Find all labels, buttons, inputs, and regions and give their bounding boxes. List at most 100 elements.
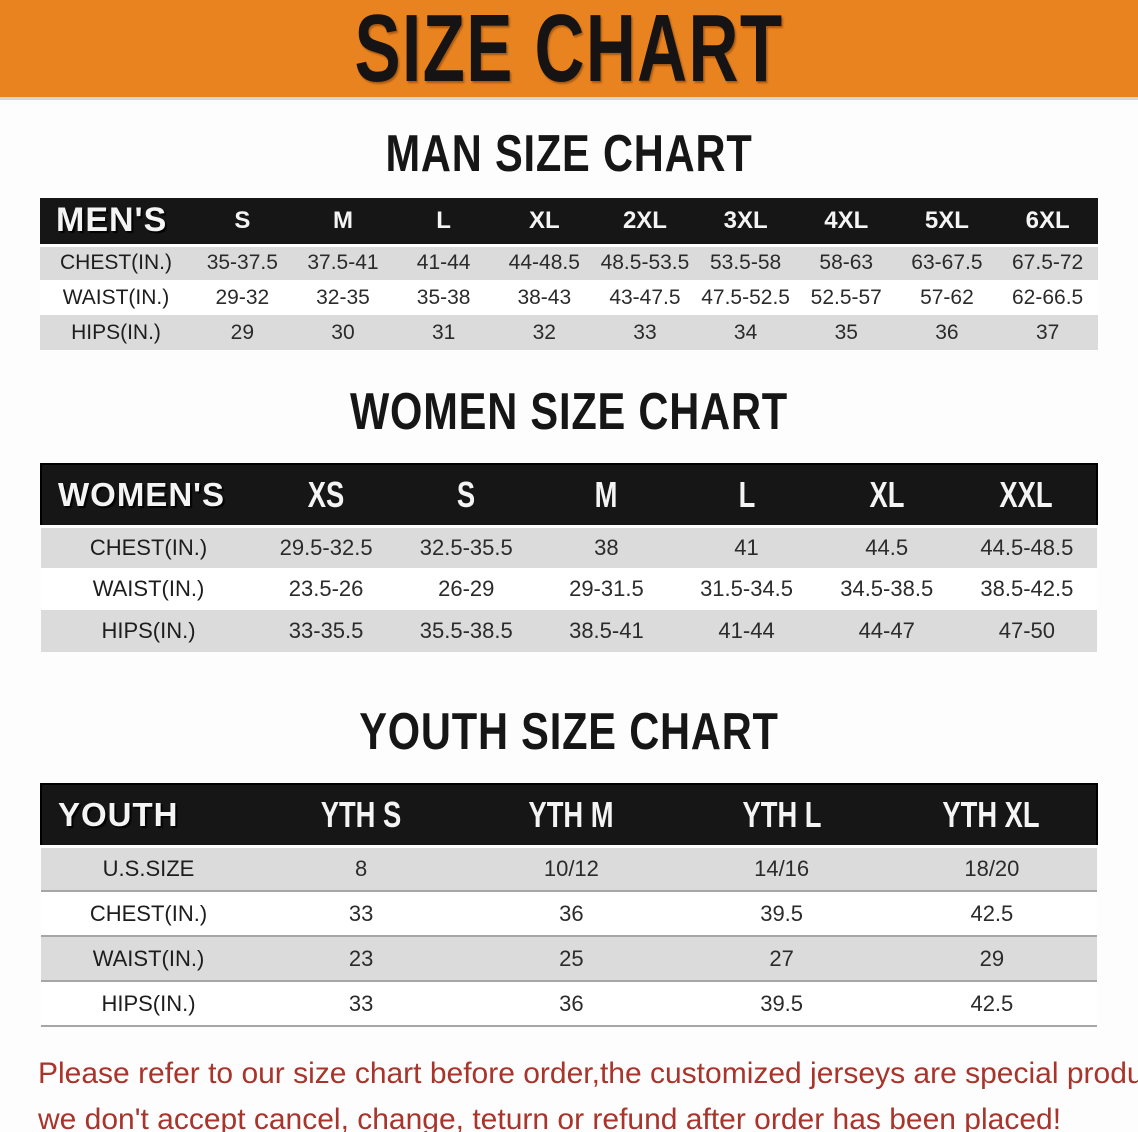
column-header-label: XS xyxy=(307,473,345,515)
column-header: XL xyxy=(816,463,957,528)
page-title: SIZE CHART xyxy=(354,0,784,100)
table-corner-label: YOUTH xyxy=(40,783,256,848)
column-header: L xyxy=(393,198,494,247)
size-value: 44.5-48.5 xyxy=(980,534,1074,560)
section-women-size-chart: WOMEN SIZE CHART WOMEN'S XS S M L XL XXL CHEST(I… xyxy=(0,383,1138,652)
size-value: 38.5-42.5 xyxy=(980,576,1074,601)
size-value: 33 xyxy=(256,891,467,937)
size-value: 23.5-26 xyxy=(288,576,364,601)
column-header-label: L xyxy=(738,473,755,515)
column-header-label: 4XL xyxy=(824,206,869,234)
size-value: 39.5 xyxy=(676,891,887,937)
row-label: HIPS(IN.) xyxy=(41,981,256,1027)
table-row: HIPS(IN.) 33 36 39.5 42.5 xyxy=(41,981,1097,1027)
size-value: 31 xyxy=(431,320,456,344)
column-header-label: M xyxy=(594,473,618,515)
size-value: 67.5-72 xyxy=(1012,251,1084,275)
size-value: 31.5-34.5 xyxy=(700,576,794,601)
size-value: 53.5-58 xyxy=(709,251,782,275)
column-header-label: S xyxy=(457,473,476,515)
size-value: 25 xyxy=(466,936,677,982)
size-value: 48.5-53.5 xyxy=(600,251,690,275)
table-corner-label: MEN'S xyxy=(40,198,192,247)
size-value: 38.5-41 xyxy=(569,618,644,643)
section-heading: YOUTH SIZE CHART xyxy=(359,703,779,761)
column-header-label: M xyxy=(332,206,353,234)
column-header: XXL xyxy=(956,463,1099,528)
table-row: WAIST(IN.) 23.5-26 26-29 29-31.5 31.5-34.5 34… xyxy=(41,568,1097,610)
size-value: 8 xyxy=(256,845,467,892)
column-header: XS xyxy=(256,463,397,528)
column-header-label: XXL xyxy=(999,473,1053,515)
size-value: 35-38 xyxy=(416,285,471,309)
size-value: 63-67.5 xyxy=(911,251,983,275)
row-label: CHEST(IN.) xyxy=(41,891,256,937)
column-header-label: YTH M xyxy=(528,793,614,835)
size-value: 36 xyxy=(935,320,959,344)
size-value: 10/12 xyxy=(466,845,677,892)
column-header-label: XL xyxy=(528,206,560,234)
size-value: 27 xyxy=(676,936,887,982)
column-header-label: 2XL xyxy=(622,206,667,234)
header-row: YOUTH YTH S YTH M YTH L YTH XL xyxy=(40,783,1099,848)
column-header-label: 6XL xyxy=(1025,206,1070,234)
size-value: 29.5-32.5 xyxy=(279,534,373,560)
size-value: 39.5 xyxy=(676,981,887,1027)
column-header-label: 5XL xyxy=(924,206,969,234)
header-row: WOMEN'S XS S M L XL XXL xyxy=(40,463,1099,528)
size-value: 26-29 xyxy=(438,576,495,601)
size-value: 14/16 xyxy=(676,845,887,892)
size-value: 33 xyxy=(256,981,467,1027)
column-header: 2XL xyxy=(594,198,696,247)
section-heading: MAN SIZE CHART xyxy=(385,125,753,183)
column-header-label: XL xyxy=(869,473,905,515)
size-value: 44-48.5 xyxy=(508,251,580,275)
size-value: 47-50 xyxy=(998,618,1056,643)
table-row: WAIST(IN.) 23 25 27 29 xyxy=(41,936,1097,982)
size-value: 44.5 xyxy=(865,534,909,560)
size-value: 29-31.5 xyxy=(569,576,644,601)
size-value: 29 xyxy=(886,936,1097,982)
table-row: CHEST(IN.) 29.5-32.5 32.5-35.5 38 41 44.5 44.5… xyxy=(41,526,1097,568)
header-row: MEN'S S M L XL 2XL 3XL 4XL 5XL 6XL xyxy=(40,198,1098,247)
size-value: 62-66.5 xyxy=(1012,285,1084,309)
size-value: 29 xyxy=(230,320,254,344)
column-header: M xyxy=(536,463,677,528)
table-wrapper: WOMEN'S XS S M L XL XXL CHEST(IN.) 29.5-32.5 32.5… xyxy=(0,463,1138,652)
row-label: WAIST(IN.) xyxy=(62,285,170,309)
table-row: HIPS(IN.) 33-35.5 35.5-38.5 38.5-41 41-44 44-… xyxy=(41,610,1097,652)
column-header-label: 3XL xyxy=(723,206,768,234)
section-youth-size-chart: YOUTH SIZE CHART YOUTH YTH S YTH M YTH L YTH … xyxy=(0,703,1138,1027)
size-value: 44-47 xyxy=(858,618,915,643)
size-value: 35-37.5 xyxy=(206,251,278,275)
size-value: 37.5-41 xyxy=(307,251,379,275)
disclaimer-line-2: we don't accept cancel, change, teturn o… xyxy=(38,1103,1062,1132)
size-value: 41-44 xyxy=(718,618,775,643)
size-value: 32.5-35.5 xyxy=(419,534,513,560)
row-label: HIPS(IN.) xyxy=(101,618,196,643)
size-value: 41 xyxy=(734,534,759,560)
size-value: 47.5-52.5 xyxy=(701,285,790,309)
section-heading: WOMEN SIZE CHART xyxy=(349,383,789,441)
size-value: 38-43 xyxy=(517,285,572,309)
size-table-mens: MEN'S S M L XL 2XL 3XL 4XL 5XL 6XL CHEST(IN.) 35-37… xyxy=(40,198,1098,350)
section-man-size-chart: MAN SIZE CHART MEN'S S M L XL 2XL 3XL 4XL 5XL 6XL C… xyxy=(0,125,1138,350)
table-row: CHEST(IN.) 35-37.5 37.5-41 41-44 44-48.5 48.5… xyxy=(40,245,1098,280)
size-table-womens: WOMEN'S XS S M L XL XXL CHEST(IN.) 29.5-32.5 32.5… xyxy=(40,463,1099,652)
disclaimer-line-1: Please refer to our size chart before or… xyxy=(38,1057,1138,1090)
column-header-label: L xyxy=(436,206,451,234)
size-value: 18/20 xyxy=(886,845,1097,892)
size-value: 32 xyxy=(532,320,556,344)
size-value: 32-35 xyxy=(316,285,370,309)
size-value: 42.5 xyxy=(886,981,1097,1027)
table-corner-label: WOMEN'S xyxy=(40,463,256,528)
size-value: 34.5-38.5 xyxy=(840,576,934,601)
disclaimer: Please refer to our size chart before or… xyxy=(0,1051,1138,1132)
row-label: HIPS(IN.) xyxy=(71,320,161,344)
column-header: 3XL xyxy=(695,198,796,247)
column-header: L xyxy=(676,463,817,528)
size-value: 38 xyxy=(594,534,619,560)
size-value: 36 xyxy=(466,981,677,1027)
column-header-label: YTH S xyxy=(320,793,402,835)
